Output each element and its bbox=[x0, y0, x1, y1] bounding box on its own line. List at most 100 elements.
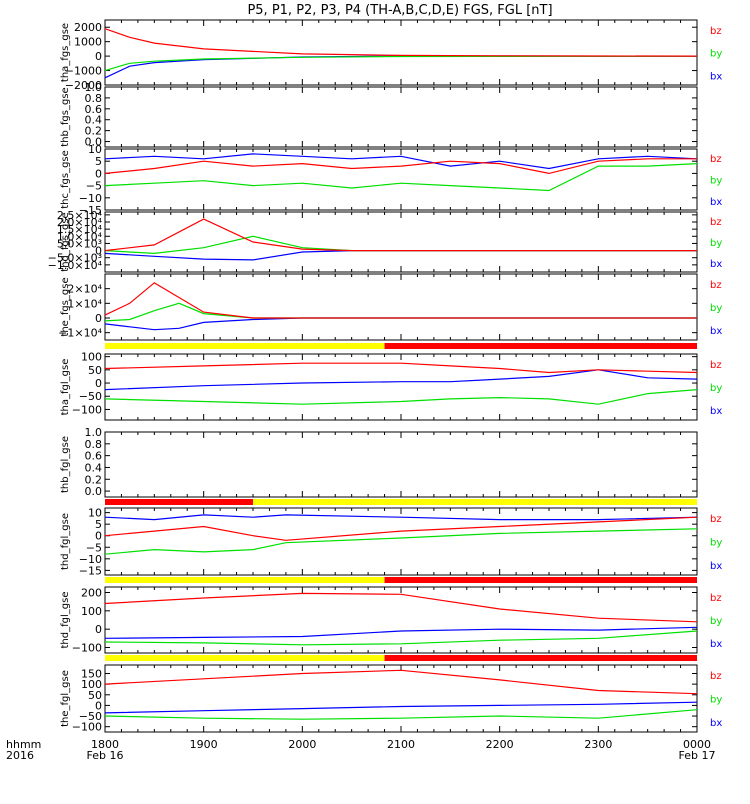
series-line-bz bbox=[104, 158, 697, 175]
x-tick-label: 1800 bbox=[91, 738, 119, 751]
legend-bx: bx bbox=[710, 639, 722, 650]
x-tick-label: 0000 bbox=[683, 738, 711, 751]
y-tick-label: 0.4 bbox=[85, 461, 103, 474]
y-axis-label: tha_fgs_gse bbox=[60, 23, 71, 82]
panel-frame bbox=[104, 86, 698, 148]
panel-2: 1.00.80.60.40.20.0 thb_fgs_gse bbox=[60, 81, 698, 149]
panel-frame bbox=[104, 664, 698, 733]
y-tick-label: 50 bbox=[88, 689, 102, 702]
series-line-bz bbox=[104, 28, 698, 57]
y-tick-label: 100 bbox=[81, 678, 102, 691]
legend-by: by bbox=[710, 176, 722, 187]
y-tick-label: 0.0 bbox=[85, 136, 103, 149]
panel-frame bbox=[104, 507, 698, 576]
y-tick-label: 0.2 bbox=[85, 473, 103, 486]
y-tick-label: −50 bbox=[79, 710, 102, 723]
legend-bx: bx bbox=[710, 259, 722, 270]
legend-bz: bz bbox=[710, 514, 722, 525]
legend-bz: bz bbox=[710, 154, 722, 165]
y-tick-label: 0 bbox=[95, 377, 102, 390]
y-tick-label: 10 bbox=[88, 143, 102, 156]
y-tick-label: 2000 bbox=[74, 21, 102, 34]
x-axis-row1-label: hhmm bbox=[6, 738, 41, 751]
y-tick-label: 2×10⁴ bbox=[67, 283, 102, 296]
y-tick-label: 1×10⁴ bbox=[67, 297, 102, 310]
y-tick-label: 1000 bbox=[74, 36, 102, 49]
series-line-by bbox=[104, 389, 698, 405]
y-tick-label: −50 bbox=[79, 390, 102, 403]
y-tick-label: −1.0×10⁴ bbox=[48, 259, 103, 272]
flag-segment-red bbox=[105, 499, 253, 505]
legend-bx: bx bbox=[710, 326, 722, 337]
y-tick-label: −10 bbox=[79, 553, 102, 566]
y-axis-label: thb_fgl_gse bbox=[60, 436, 71, 493]
series-line-bz bbox=[104, 362, 698, 374]
y-tick-label: −2000 bbox=[65, 79, 102, 92]
x-axis: hhmm 2016 1800 1900 2000 2100 2200 2300 0000Fe… bbox=[6, 738, 715, 762]
y-tick-label: 0.2 bbox=[85, 125, 103, 138]
y-tick-label: 5 bbox=[95, 155, 102, 168]
flag-bar bbox=[105, 343, 697, 349]
y-tick-label: −1000 bbox=[65, 65, 102, 78]
series-line-bz bbox=[104, 669, 698, 695]
flag-bar bbox=[105, 577, 697, 583]
x-tick-label: 2100 bbox=[387, 738, 415, 751]
series-line-by bbox=[104, 163, 698, 192]
legend-bx: bx bbox=[710, 197, 722, 208]
y-axis-label: thc_fgs_gse bbox=[60, 150, 71, 209]
flag-segment-red bbox=[384, 577, 697, 583]
y-tick-label: −5.0×10³ bbox=[48, 252, 102, 265]
panel-4: 2.5×10⁴2.0×10⁴1.5×10⁴1.0×10⁴5.0×10³0−5.0… bbox=[48, 209, 722, 273]
x-tick-label: 2000 bbox=[288, 738, 316, 751]
x-tick-label: 2200 bbox=[486, 738, 514, 751]
y-tick-label: 5.0×10³ bbox=[57, 237, 102, 250]
y-tick-label: 0 bbox=[95, 530, 102, 543]
legend-bz: bz bbox=[710, 217, 722, 228]
x-date-end: Feb 17 bbox=[679, 749, 716, 762]
panel-frame bbox=[104, 431, 698, 498]
legend-bz: bz bbox=[710, 26, 722, 37]
y-tick-label: 1.0×10⁴ bbox=[57, 230, 103, 243]
y-tick-label: −10 bbox=[79, 192, 102, 205]
panel-7: 1.00.80.60.40.20.0 thb_fgl_gse bbox=[60, 426, 698, 505]
x-tick-label: 1900 bbox=[190, 738, 218, 751]
y-tick-label: 1.5×10⁴ bbox=[57, 223, 103, 236]
series-line-by bbox=[104, 528, 698, 555]
legend-by: by bbox=[710, 616, 722, 627]
y-tick-label: 0 bbox=[95, 623, 102, 636]
y-tick-label: 5 bbox=[95, 518, 102, 531]
y-tick-label: 1.0 bbox=[85, 426, 103, 439]
legend-by: by bbox=[710, 383, 722, 394]
flag-segment-red bbox=[384, 343, 697, 349]
y-tick-label: 0.8 bbox=[85, 92, 103, 105]
y-tick-label: 0.8 bbox=[85, 438, 103, 451]
y-tick-label: 0 bbox=[95, 312, 102, 325]
series-line-bz bbox=[104, 592, 698, 623]
flag-segment-yellow bbox=[105, 343, 385, 349]
y-axis-label: thd_fgl_gse bbox=[60, 513, 71, 570]
x-date-start: Feb 16 bbox=[87, 749, 124, 762]
chart-title: P5, P1, P2, P3, P4 (TH-A,B,C,D,E) FGS, F… bbox=[247, 3, 552, 18]
legend-bx: bx bbox=[710, 71, 722, 82]
y-axis-label: thd_fgl_gse bbox=[60, 592, 71, 649]
y-tick-label: −100 bbox=[72, 721, 102, 734]
series-line-bx bbox=[104, 317, 697, 331]
y-tick-label: 0 bbox=[95, 245, 102, 258]
series-line-bx bbox=[104, 626, 698, 639]
legend-bx: bx bbox=[710, 406, 722, 417]
y-tick-label: −1×10⁴ bbox=[58, 327, 102, 340]
y-tick-label: 150 bbox=[81, 668, 102, 681]
y-tick-label: 0.4 bbox=[85, 114, 103, 127]
legend-by: by bbox=[710, 695, 722, 706]
y-tick-label: 1.0 bbox=[85, 81, 103, 94]
series-line-bz bbox=[104, 282, 697, 319]
y-tick-label: 0.0 bbox=[85, 485, 103, 498]
series-line-bx bbox=[104, 701, 698, 714]
